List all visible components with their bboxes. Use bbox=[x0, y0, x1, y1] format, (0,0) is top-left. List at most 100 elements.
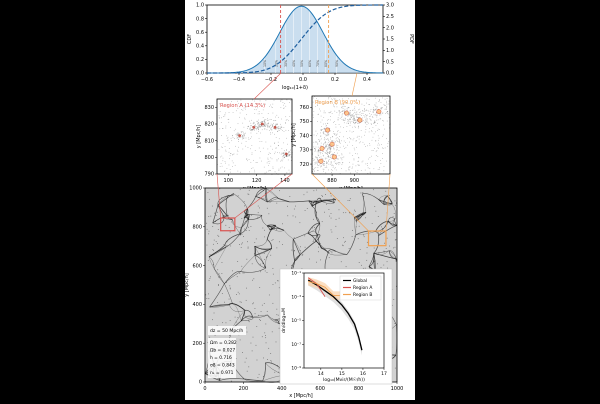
dark-matter-speck bbox=[259, 374, 260, 375]
particle bbox=[383, 170, 384, 171]
particle bbox=[365, 122, 366, 123]
particle bbox=[330, 157, 331, 158]
particle bbox=[219, 117, 220, 118]
dark-matter-speck bbox=[329, 257, 330, 258]
particle bbox=[325, 167, 326, 168]
particle bbox=[235, 146, 236, 147]
dark-matter-speck bbox=[335, 251, 336, 252]
particle bbox=[266, 172, 267, 173]
dark-matter-speck bbox=[295, 217, 296, 218]
halo-marker bbox=[252, 126, 255, 129]
dark-matter-speck bbox=[273, 274, 274, 275]
particle bbox=[317, 162, 318, 163]
particle bbox=[346, 147, 347, 148]
particle bbox=[346, 171, 347, 172]
particle bbox=[284, 103, 285, 104]
percentile-label: 40% bbox=[292, 60, 296, 67]
particle bbox=[334, 121, 335, 122]
particle bbox=[334, 168, 335, 169]
particle bbox=[238, 137, 239, 138]
particle bbox=[354, 112, 355, 113]
particle bbox=[341, 107, 342, 108]
particle bbox=[318, 162, 319, 163]
particle bbox=[269, 153, 270, 154]
dark-matter-speck bbox=[359, 226, 360, 227]
particle bbox=[380, 119, 381, 120]
particle bbox=[269, 130, 270, 131]
dark-matter-speck bbox=[249, 190, 250, 191]
particle bbox=[327, 135, 328, 136]
particle bbox=[281, 160, 282, 161]
particle bbox=[375, 140, 376, 141]
particle bbox=[367, 165, 368, 166]
particle bbox=[337, 134, 338, 135]
y-tick-label-left: 1.0 bbox=[196, 3, 204, 9]
particle bbox=[358, 157, 359, 158]
particle bbox=[362, 104, 363, 105]
particle bbox=[251, 129, 252, 130]
particle bbox=[282, 100, 283, 101]
dark-matter-speck bbox=[258, 212, 259, 213]
particle bbox=[335, 124, 336, 125]
particle bbox=[242, 131, 243, 132]
particle bbox=[251, 168, 252, 169]
particle bbox=[367, 124, 368, 125]
particle bbox=[370, 173, 371, 174]
particle bbox=[354, 159, 355, 160]
dark-matter-speck bbox=[224, 302, 225, 303]
particle bbox=[265, 129, 266, 130]
particle bbox=[264, 125, 265, 126]
particle bbox=[334, 133, 335, 134]
particle bbox=[275, 129, 276, 130]
particle bbox=[332, 170, 333, 171]
dark-matter-speck bbox=[238, 195, 239, 196]
dark-matter-speck bbox=[355, 211, 356, 212]
particle bbox=[385, 113, 386, 114]
particle bbox=[285, 106, 286, 107]
particle bbox=[314, 168, 315, 169]
particle bbox=[335, 142, 336, 143]
particle bbox=[269, 161, 270, 162]
dark-matter-speck bbox=[247, 332, 248, 333]
particle bbox=[276, 115, 277, 116]
dark-matter-speck bbox=[214, 240, 215, 241]
cosmology-parameter: nₛ = 0.971 bbox=[210, 370, 234, 376]
dark-matter-speck bbox=[226, 282, 227, 283]
dark-matter-speck bbox=[244, 273, 245, 274]
particle bbox=[241, 143, 242, 144]
particle bbox=[336, 112, 337, 113]
dark-matter-speck bbox=[243, 236, 244, 237]
dark-matter-speck bbox=[262, 305, 263, 306]
particle bbox=[324, 161, 325, 162]
particle bbox=[242, 136, 243, 137]
particle bbox=[324, 163, 325, 164]
halo-marker bbox=[238, 134, 241, 137]
particle bbox=[363, 113, 364, 114]
particle bbox=[274, 100, 275, 101]
particle bbox=[343, 120, 344, 121]
particle bbox=[337, 140, 338, 141]
dark-matter-speck bbox=[325, 194, 326, 195]
particle bbox=[259, 124, 260, 125]
particle bbox=[371, 156, 372, 157]
particle bbox=[325, 158, 326, 159]
particle bbox=[278, 130, 279, 131]
particle bbox=[386, 106, 387, 107]
particle bbox=[318, 155, 319, 156]
dark-matter-speck bbox=[393, 216, 394, 217]
particle bbox=[377, 147, 378, 148]
dark-matter-speck bbox=[395, 239, 396, 240]
particle bbox=[357, 117, 358, 118]
particle bbox=[388, 104, 389, 105]
particle bbox=[250, 162, 251, 163]
dark-matter-speck bbox=[318, 247, 319, 248]
particle bbox=[352, 132, 353, 133]
particle bbox=[250, 138, 251, 139]
legend-label: Region A bbox=[353, 285, 372, 291]
particle bbox=[358, 136, 359, 137]
particle bbox=[326, 139, 327, 140]
particle bbox=[352, 155, 353, 156]
particle bbox=[254, 129, 255, 130]
particle bbox=[356, 119, 357, 120]
